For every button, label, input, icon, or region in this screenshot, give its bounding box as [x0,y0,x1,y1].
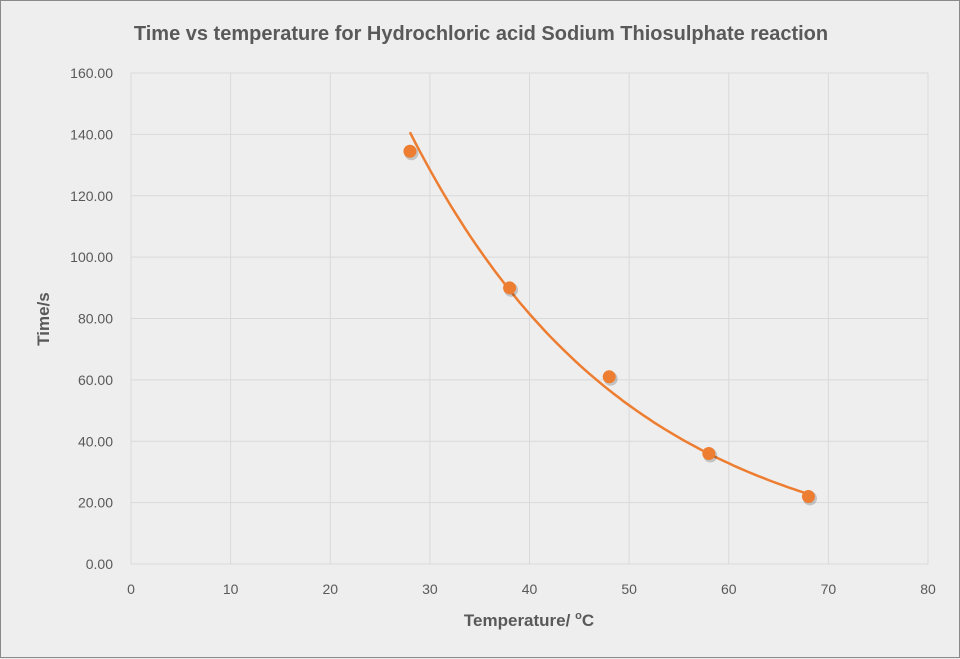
x-tick-label: 10 [223,581,239,597]
y-tick-label: 120.00 [70,188,113,204]
x-tick-label: 60 [721,581,737,597]
x-tick-label: 70 [821,581,837,597]
data-point [503,281,517,295]
y-tick-label: 160.00 [70,65,113,81]
x-tick-label: 30 [422,581,438,597]
x-axis-label: Temperature/ oC [464,610,594,630]
data-point [702,447,716,461]
chart-title: Time vs temperature for Hydrochloric aci… [134,23,828,45]
y-tick-label: 40.00 [78,433,113,449]
data-point [602,370,616,384]
y-axis-label: Time/s [34,292,53,346]
y-tick-label: 80.00 [78,311,113,327]
trendline [408,131,809,496]
x-tick-label: 50 [621,581,637,597]
x-tick-label: 20 [322,581,338,597]
y-tick-label: 140.00 [70,126,113,142]
data-point [801,489,815,503]
data-point [403,144,417,158]
y-tick-label: 100.00 [70,249,113,265]
x-tick-label: 0 [127,581,135,597]
x-tick-label: 40 [522,581,538,597]
y-tick-label: 60.00 [78,372,113,388]
x-tick-label: 80 [920,581,936,597]
y-tick-label: 0.00 [86,556,113,572]
y-tick-label: 20.00 [78,495,113,511]
